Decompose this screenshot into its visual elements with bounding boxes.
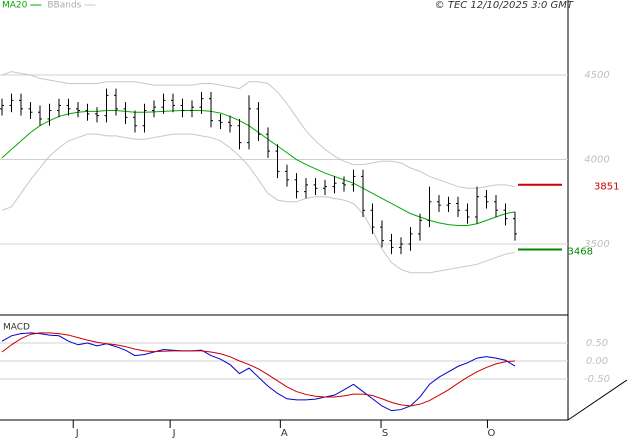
x-tick-label: A: [281, 428, 288, 439]
y-tick-label: -0.50: [584, 374, 610, 385]
legend-entry: MA20: [2, 1, 28, 11]
band-lower: [1, 133, 516, 274]
y-tick-label: 4500: [584, 70, 609, 81]
macd-line: [1, 332, 516, 412]
y-tick-label: 3500: [584, 239, 609, 250]
x-tick-label: O: [488, 428, 496, 439]
copyright: © TEC 12/10/2025 3:0 GMT: [435, 0, 574, 11]
y-tick-label: 4000: [584, 155, 609, 166]
legend-entry: BBands: [47, 1, 81, 11]
macd-title: MACD: [3, 323, 30, 333]
x-tick-label: S: [382, 428, 388, 439]
corner-line: [567, 379, 627, 421]
level-label: 3851: [594, 182, 619, 193]
y-tick-label: 0.50: [586, 338, 608, 349]
macd-line: [1, 332, 516, 407]
x-tick-label: J: [172, 428, 176, 439]
x-tick-label: J: [75, 428, 79, 439]
band-upper: [1, 71, 516, 189]
level-label: 3468: [568, 246, 593, 257]
y-tick-label: 0.00: [586, 356, 608, 367]
